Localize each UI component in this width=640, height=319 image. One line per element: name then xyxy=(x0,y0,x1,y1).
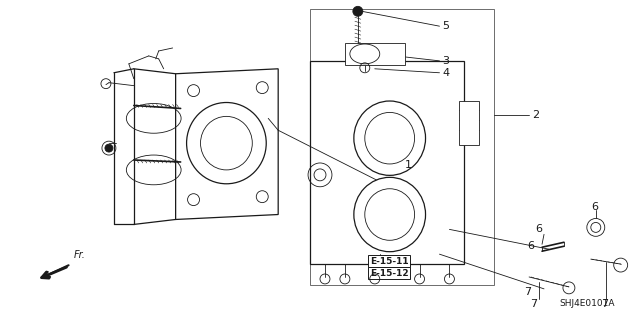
Text: Fr.: Fr. xyxy=(74,250,86,260)
Text: SHJ4E0101A: SHJ4E0101A xyxy=(559,299,614,308)
Text: 7: 7 xyxy=(531,299,538,309)
Text: 7: 7 xyxy=(524,287,531,297)
Text: 6: 6 xyxy=(591,202,598,211)
Bar xyxy=(460,100,479,145)
Text: 2: 2 xyxy=(532,110,540,120)
Text: 6: 6 xyxy=(527,241,534,251)
Text: 3: 3 xyxy=(442,56,449,66)
Polygon shape xyxy=(175,69,278,219)
Bar xyxy=(310,61,465,264)
Text: 4: 4 xyxy=(442,68,449,78)
Text: E-15-12: E-15-12 xyxy=(370,269,408,278)
Circle shape xyxy=(105,144,113,152)
Circle shape xyxy=(353,6,363,16)
Bar xyxy=(310,9,494,285)
Text: 7: 7 xyxy=(601,299,608,309)
Ellipse shape xyxy=(354,101,426,175)
Text: 5: 5 xyxy=(442,21,449,31)
Text: E-15-11: E-15-11 xyxy=(370,256,408,266)
Ellipse shape xyxy=(354,177,426,252)
Text: 1: 1 xyxy=(404,160,412,170)
Bar xyxy=(345,43,404,65)
Text: 6: 6 xyxy=(536,224,543,234)
